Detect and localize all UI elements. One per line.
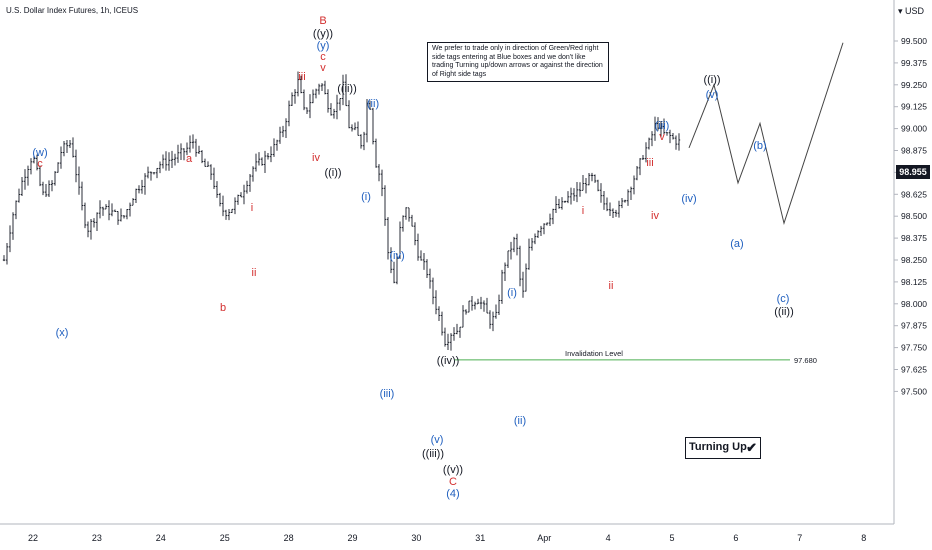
wave-label: (a): [730, 238, 743, 250]
wave-label: ((ii)): [774, 306, 794, 318]
wave-label: (ii): [514, 415, 526, 427]
price-tick-label: 98.375: [901, 233, 927, 243]
price-tick-label: 98.875: [901, 146, 927, 156]
wave-label: (v): [706, 89, 719, 101]
wave-label: c: [320, 51, 326, 63]
wave-label: iv: [651, 210, 659, 222]
wave-label: B: [319, 15, 326, 27]
wave-label: (v): [431, 434, 444, 446]
wave-label: c: [37, 158, 43, 170]
wave-label: ((y)): [313, 28, 333, 40]
wave-label: ((iii)): [422, 448, 444, 460]
last-price-tag: 98.955: [896, 165, 930, 179]
time-tick-label: 23: [92, 533, 102, 543]
price-tick-label: 98.000: [901, 299, 927, 309]
time-tick-label: 6: [733, 533, 738, 543]
wave-label: (iii): [655, 120, 670, 132]
turning-up-badge: Turning Up ✔: [685, 437, 761, 459]
time-tick-label: 25: [220, 533, 230, 543]
wave-label: v: [320, 62, 326, 74]
wave-label: (i): [361, 191, 371, 203]
price-tick-label: 99.500: [901, 36, 927, 46]
wave-label: (ii): [367, 98, 379, 110]
strategy-note: We prefer to trade only in direction of …: [427, 42, 609, 82]
projection-line: [688, 42, 844, 226]
time-tick-label: 22: [28, 533, 38, 543]
check-icon: ✔: [746, 440, 757, 455]
time-tick-label: 24: [156, 533, 166, 543]
time-tick-label: 29: [347, 533, 357, 543]
wave-label: iv: [312, 152, 320, 164]
wave-label: (4): [446, 488, 459, 500]
wave-label: (b): [753, 140, 766, 152]
wave-label: (iv): [681, 193, 696, 205]
wave-label: i: [251, 202, 253, 214]
price-tick-label: 99.375: [901, 58, 927, 68]
turning-up-label: Turning Up: [689, 441, 747, 453]
invalidation-label: Invalidation Level: [565, 349, 623, 358]
price-tick-label: 97.750: [901, 343, 927, 353]
wave-label: a: [186, 153, 193, 165]
wave-label: ii: [609, 280, 614, 292]
price-axis[interactable]: 99.50099.37599.25099.12599.00098.87598.7…: [893, 0, 927, 524]
price-tick-label: 98.500: [901, 211, 927, 221]
wave-label: ((ii)): [337, 83, 357, 95]
time-tick-label: 4: [606, 533, 611, 543]
wave-label: (iii): [380, 388, 395, 400]
wave-labels: (w)c(x)abiiiiiiivB((y))(y)cv((ii))((i))(…: [32, 15, 793, 500]
wave-label: (i): [507, 287, 517, 299]
wave-label: ((i)): [324, 167, 341, 179]
currency-selector[interactable]: ▾ USD: [897, 6, 924, 16]
wave-label: ((i)): [703, 74, 720, 86]
invalidation-value: 97.680: [794, 356, 817, 365]
price-tick-label: 98.125: [901, 277, 927, 287]
time-axis[interactable]: 22 23 24 25 28 29 30 31 Apr 4 5 6 7 8: [0, 523, 894, 543]
time-tick-label: 8: [861, 533, 866, 543]
wave-label: C: [449, 476, 457, 488]
price-tick-label: 97.500: [901, 386, 927, 396]
wave-label: iii: [646, 157, 653, 169]
time-tick-label: 5: [669, 533, 674, 543]
wave-label: (y): [317, 40, 330, 52]
wave-label: (iv): [389, 250, 404, 262]
wave-label: b: [220, 302, 226, 314]
wave-label: (x): [56, 327, 69, 339]
price-tick-label: 97.625: [901, 365, 927, 375]
time-tick-label: 31: [475, 533, 485, 543]
price-tick-label: 98.625: [901, 189, 927, 199]
price-tick-label: 99.125: [901, 102, 927, 112]
chart-title: U.S. Dollar Index Futures, 1h, ICEUS: [6, 6, 139, 15]
wave-label: ((v)): [443, 464, 463, 476]
projection-path: [688, 42, 844, 226]
wave-label: iii: [298, 71, 305, 83]
price-tick-label: 97.875: [901, 321, 927, 331]
price-tick-label: 98.250: [901, 255, 927, 265]
time-tick-label: 7: [797, 533, 802, 543]
wave-label: v: [659, 131, 665, 143]
time-tick-label: 30: [411, 533, 421, 543]
wave-label: ((iv)): [437, 355, 460, 367]
time-tick-label: 28: [284, 533, 294, 543]
price-tick-label: 99.000: [901, 124, 927, 134]
wave-label: i: [582, 205, 584, 217]
currency-label: USD: [904, 6, 924, 16]
invalidation-level: Invalidation Level 97.680: [455, 349, 817, 365]
ohlc-bars: [2, 71, 681, 351]
price-tick-label: 99.250: [901, 80, 927, 90]
wave-label: ii: [252, 267, 257, 279]
wave-label: (c): [777, 293, 790, 305]
wave-label: (w): [32, 147, 47, 159]
time-tick-label: Apr: [537, 533, 551, 543]
